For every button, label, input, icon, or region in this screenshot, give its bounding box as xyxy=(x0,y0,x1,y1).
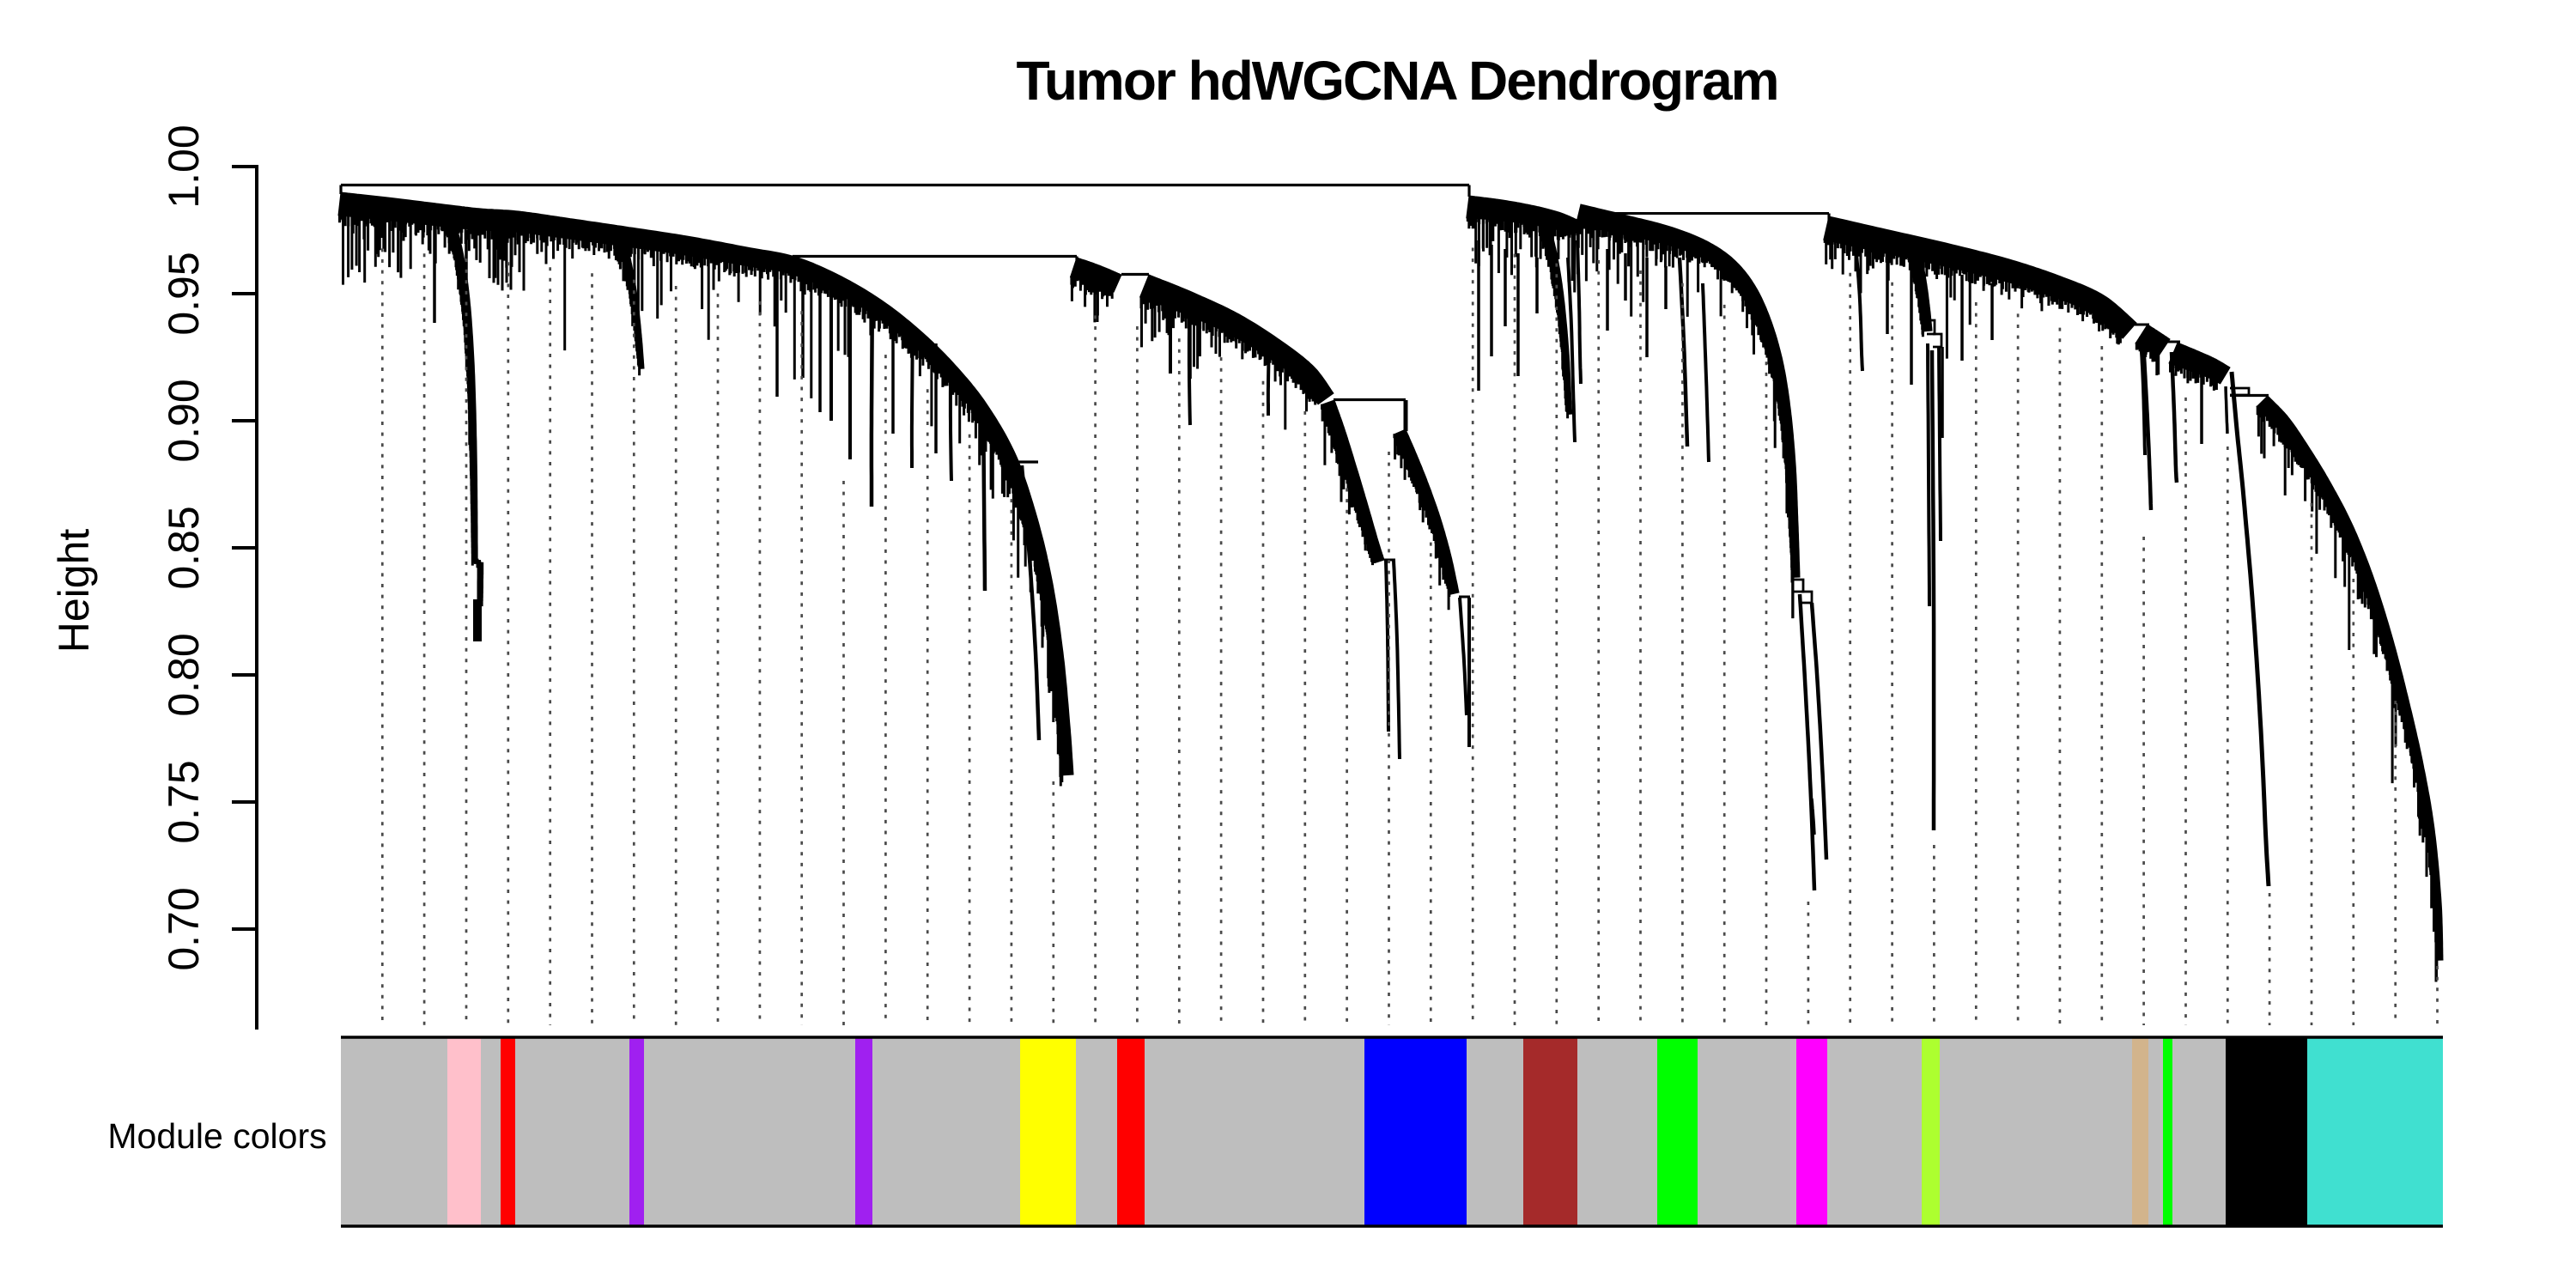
svg-text:Tumor hdWGCNA Dendrogram: Tumor hdWGCNA Dendrogram xyxy=(1016,50,1777,112)
svg-text:0.95: 0.95 xyxy=(160,252,208,335)
svg-text:Height: Height xyxy=(50,529,98,653)
svg-text:0.80: 0.80 xyxy=(160,633,208,716)
svg-text:0.75: 0.75 xyxy=(160,760,208,843)
svg-text:Module colors: Module colors xyxy=(107,1116,326,1156)
svg-text:0.70: 0.70 xyxy=(160,887,208,970)
svg-text:1.00: 1.00 xyxy=(160,125,208,208)
svg-text:0.85: 0.85 xyxy=(160,506,208,589)
svg-text:0.90: 0.90 xyxy=(160,379,208,462)
